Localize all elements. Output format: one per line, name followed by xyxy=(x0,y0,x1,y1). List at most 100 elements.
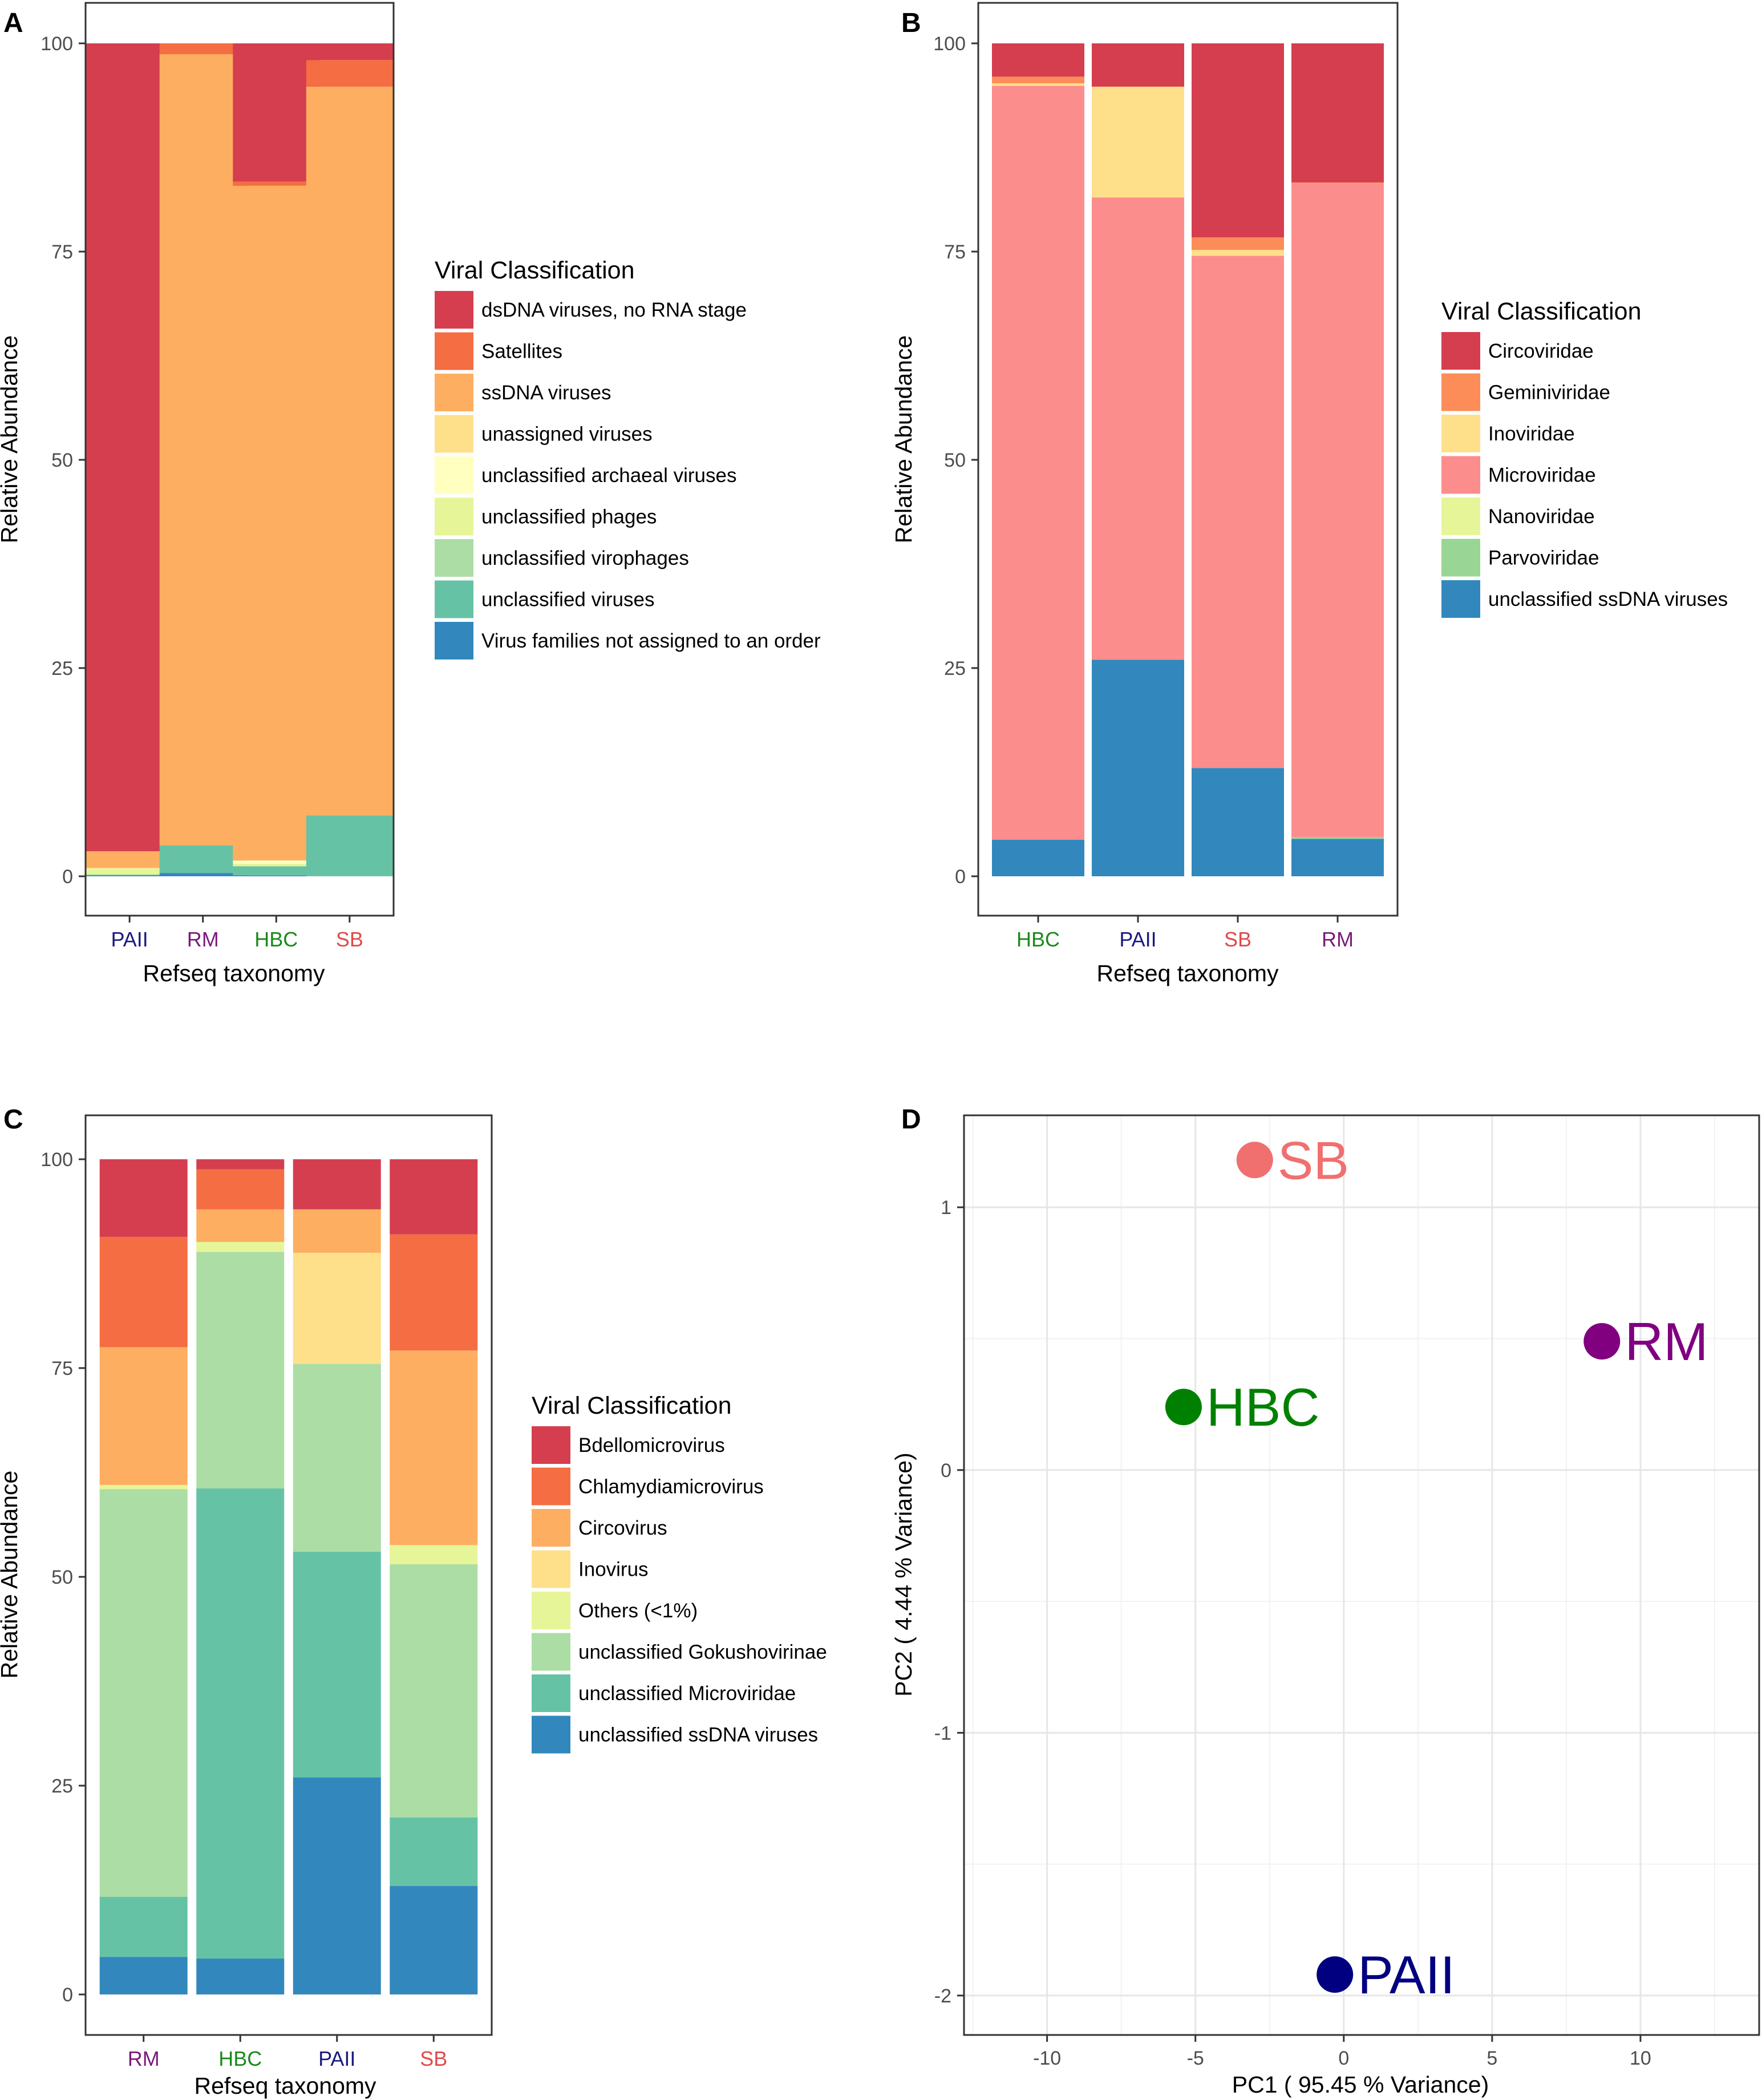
y-axis-title: Relative Abundance xyxy=(890,335,917,544)
x-tick-label: -10 xyxy=(1033,2048,1061,2069)
legend-swatch-unclassified-viruses xyxy=(435,580,473,618)
scatter-points: SB RM HBC PAII xyxy=(1165,1130,1708,2005)
legend-label: unclassified viruses xyxy=(481,589,654,611)
point-label-rm: RM xyxy=(1625,1312,1708,1371)
legend-swatch-unclassified-ssdna-viruses xyxy=(532,1715,570,1754)
y-tick-label: 1 xyxy=(941,1197,951,1219)
legend-label: dsDNA viruses, no RNA stage xyxy=(481,299,747,321)
scatter-point-paii xyxy=(1317,1956,1354,1993)
bar-segment-paii-unclassified-gokushovirinae xyxy=(293,1363,381,1552)
bar-segment-sb-others-1 xyxy=(390,1545,478,1565)
bar-segment-sb-unclassified-ssdna-viruses xyxy=(1192,768,1284,876)
bar-segment-paii-bdellomicrovirus xyxy=(293,1159,381,1209)
bar-segment-sb-circovirus xyxy=(390,1350,478,1545)
bar-segment-hbc-unclassified-phages xyxy=(233,864,320,867)
x-tick-label: RM xyxy=(128,2047,160,2070)
bar-segment-hbc-ssdna-viruses xyxy=(233,185,320,861)
bar-segment-rm-bdellomicrovirus xyxy=(99,1159,188,1237)
legend-swatch-circovirus xyxy=(532,1509,570,1547)
scatter-point-rm xyxy=(1583,1323,1621,1360)
x-tick-label: HBC xyxy=(218,2047,262,2070)
bar-segment-paii-unclassified-phages xyxy=(86,868,173,875)
bar-segment-sb-unclassified-microviridae xyxy=(390,1817,478,1886)
bar-segment-hbc-inoviridae xyxy=(992,83,1084,86)
y-tick-label: 0 xyxy=(62,866,73,888)
panel-label: A xyxy=(3,8,23,38)
legend-swatch-dsdna-viruses-no-rna-stage xyxy=(435,291,473,329)
bar-segment-rm-satellites xyxy=(159,43,246,54)
panel-b-bars xyxy=(992,43,1384,876)
bar-segment-rm-unclassified-microviridae xyxy=(99,1896,188,1957)
bar-segment-rm-circovirus xyxy=(99,1347,188,1485)
bar-segment-sb-ssdna-viruses xyxy=(306,86,393,816)
point-label-paii: PAII xyxy=(1358,1945,1455,2005)
legend-title: Viral Classification xyxy=(532,1392,732,1419)
legend-swatch-virus-families-not-assigned-to-an-order xyxy=(435,622,473,659)
x-axis-title: PC1 ( 95.45 % Variance) xyxy=(1232,2071,1489,2098)
y-axis-title: Relative Abundance xyxy=(0,1471,22,1679)
bar-segment-paii-ssdna-viruses xyxy=(86,851,173,868)
bar-segment-rm-chlamydiamicrovirus xyxy=(99,1237,188,1348)
y-tick-label: 50 xyxy=(51,1567,73,1588)
bar-segment-hbc-unclassified-ssdna-viruses xyxy=(196,1959,285,1994)
panel-label: B xyxy=(901,8,921,38)
legend-title: Viral Classification xyxy=(435,257,635,284)
y-tick-label: 25 xyxy=(944,658,966,679)
panel-a: A 0 25 50 75 100 PAII RM HBC SB Refseq taxonomy… xyxy=(0,2,821,986)
panel-b: B 0 25 50 75 100 HBC PAII SB RM Refseq taxonomy… xyxy=(890,2,1728,986)
bar-segment-rm-unclassified-ssdna-viruses xyxy=(99,1957,188,1994)
bar-segment-rm-unclassified-ssdna-viruses xyxy=(1291,839,1384,876)
panel-c: C 0 25 50 75 100 RM HBC PAII SB Refseq taxonomy… xyxy=(0,1104,827,2099)
bar-segment-paii-circovirus xyxy=(293,1209,381,1253)
legend-label: Inoviridae xyxy=(1488,423,1575,445)
bar-segment-sb-geminiviridae xyxy=(1192,237,1284,250)
y-tick-label: 75 xyxy=(944,241,966,263)
x-axis-title: Refseq taxonomy xyxy=(194,2073,376,2099)
legend-swatch-unclassified-archaeal-viruses xyxy=(435,456,473,494)
y-tick-label: 75 xyxy=(51,241,73,263)
bar-segment-hbc-unclassified-viruses xyxy=(233,866,320,876)
bar-segment-hbc-circoviridae xyxy=(992,43,1084,77)
legend-label: unassigned viruses xyxy=(481,423,653,446)
x-tick-label: RM xyxy=(187,928,219,951)
legend-swatch-unclassified-microviridae xyxy=(532,1674,570,1712)
bar-segment-hbc-unclassified-gokushovirinae xyxy=(196,1252,285,1488)
legend-label: Satellites xyxy=(481,341,562,363)
bar-segment-hbc-satellites xyxy=(233,181,320,186)
legend: Bdellomicrovirus Chlamydiamicrovirus Circo… xyxy=(532,1426,827,1754)
grid xyxy=(964,1115,1759,2035)
x-tick-label: PAII xyxy=(318,2047,355,2070)
legend-swatch-unclassified-gokushovirinae xyxy=(532,1633,570,1671)
plot-border xyxy=(84,1114,493,2036)
point-label-sb: SB xyxy=(1278,1130,1349,1190)
bar-segment-hbc-unclassified-microviridae xyxy=(196,1488,285,1959)
bar-segment-sb-unclassified-gokushovirinae xyxy=(390,1564,478,1818)
x-tick-label: SB xyxy=(1224,928,1251,951)
legend-title: Viral Classification xyxy=(1441,298,1642,325)
bar-segment-paii-inoviridae xyxy=(1092,86,1184,198)
x-tick-label: HBC xyxy=(254,928,298,951)
legend-swatch-microviridae xyxy=(1441,456,1480,494)
y-tick-label: 100 xyxy=(933,33,966,55)
bar-segment-hbc-bdellomicrovirus xyxy=(196,1159,285,1170)
legend-swatch-inovirus xyxy=(532,1550,570,1588)
x-tick-label: 0 xyxy=(1338,2048,1349,2069)
y-axis: -2 -1 0 1 xyxy=(934,1197,964,2007)
y-tick-label: 25 xyxy=(51,658,73,679)
legend-label: unclassified Gokushovirinae xyxy=(578,1641,827,1664)
y-tick-label: 0 xyxy=(955,866,966,888)
legend-swatch-unclassified-virophages xyxy=(435,539,473,577)
legend-label: unclassified phages xyxy=(481,506,657,528)
bar-segment-hbc-circovirus xyxy=(196,1209,285,1242)
bar-segment-hbc-geminiviridae xyxy=(992,76,1084,84)
legend-label: unclassified ssDNA viruses xyxy=(578,1724,818,1746)
legend-label: Others (<1%) xyxy=(578,1600,698,1622)
bar-segment-rm-parvoviridae xyxy=(1291,837,1384,839)
bar-segment-hbc-unclassified-archaeal-viruses xyxy=(233,860,320,864)
legend-label: ssDNA viruses xyxy=(481,382,611,404)
bar-segment-hbc-dsdna-viruses-no-rna-stage xyxy=(233,43,320,182)
legend-swatch-parvoviridae xyxy=(1441,539,1480,577)
bar-segment-paii-unclassified-ssdna-viruses xyxy=(293,1777,381,1994)
legend-label: Inovirus xyxy=(578,1559,649,1581)
